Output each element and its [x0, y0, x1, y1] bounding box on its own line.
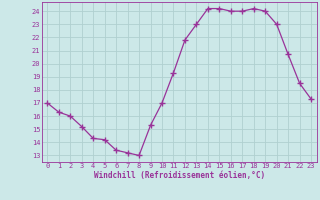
- X-axis label: Windchill (Refroidissement éolien,°C): Windchill (Refroidissement éolien,°C): [94, 171, 265, 180]
